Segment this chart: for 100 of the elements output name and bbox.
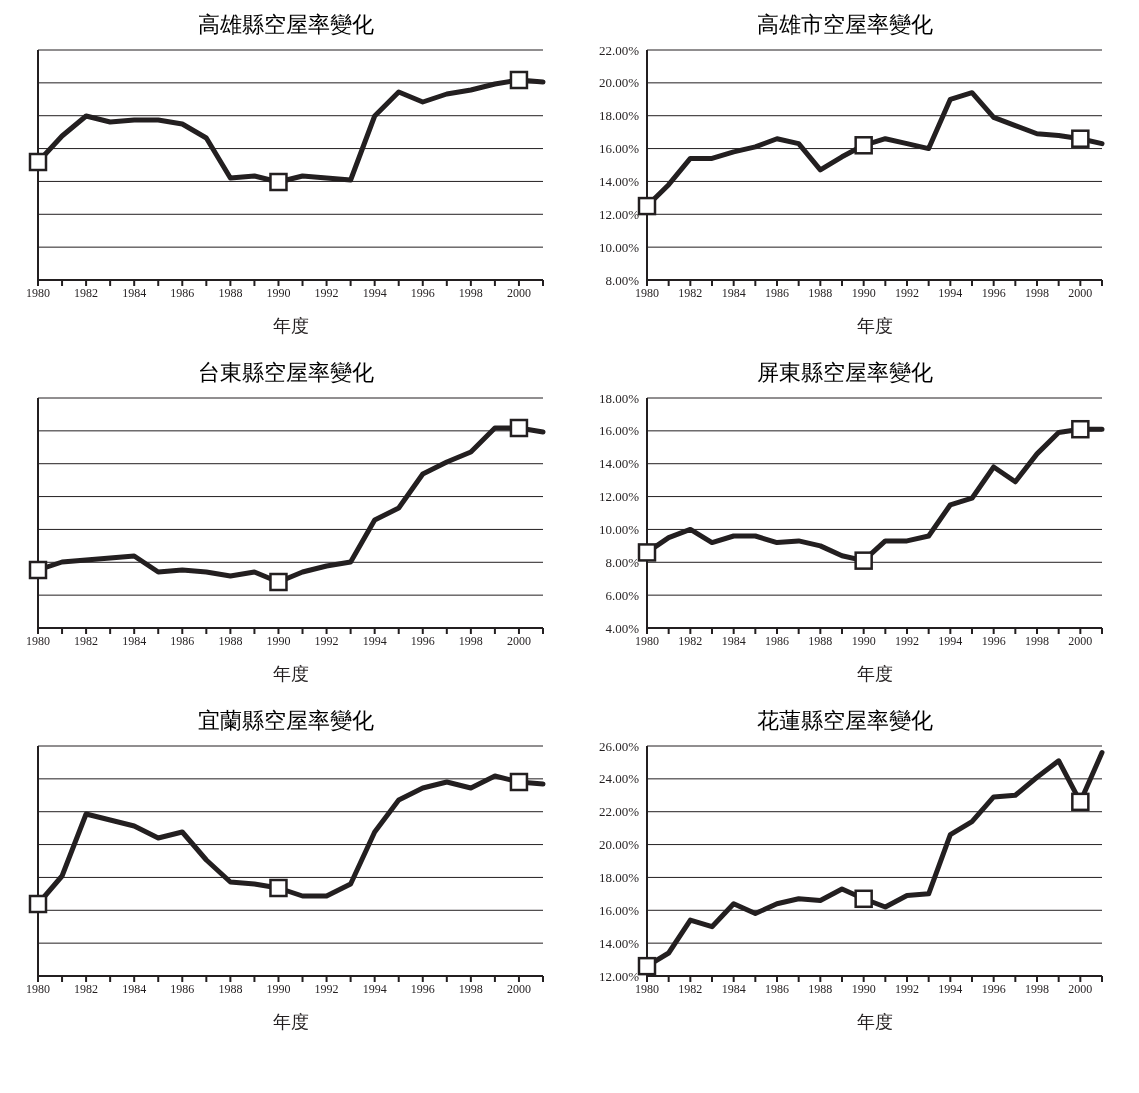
x-axis-title: 年度 bbox=[856, 316, 893, 336]
x-axis-title: 年度 bbox=[856, 1012, 893, 1032]
x-axis-title: 年度 bbox=[272, 664, 309, 684]
x-tick-label: 1986 bbox=[170, 981, 195, 996]
x-tick-label: 1984 bbox=[721, 633, 746, 648]
y-tick-label: 12.00% bbox=[598, 489, 640, 505]
x-tick-label: 1990 bbox=[851, 633, 876, 648]
y-tick-label: 16.00% bbox=[598, 902, 640, 918]
x-axis-title: 年度 bbox=[856, 664, 893, 684]
y-tick-label: 8.00% bbox=[605, 554, 640, 570]
x-tick-label: 1980 bbox=[635, 633, 659, 648]
x-tick-label: 1994 bbox=[938, 285, 963, 300]
x-tick-label: 2000 bbox=[506, 633, 531, 648]
y-tick-label: 10.00% bbox=[598, 239, 640, 255]
x-tick-label: 1994 bbox=[938, 633, 963, 648]
x-tick-label: 1996 bbox=[410, 981, 435, 996]
x-tick-label: 1998 bbox=[458, 981, 483, 996]
x-tick-label: 1984 bbox=[122, 633, 147, 648]
point bbox=[637, 956, 657, 976]
y-tick-label: 18.00% bbox=[598, 390, 640, 406]
x-tick-label: 1980 bbox=[26, 633, 50, 648]
x-tick-label: 1998 bbox=[1025, 285, 1049, 300]
x-tick-label: 1994 bbox=[362, 981, 387, 996]
y-tick-label: 18.00% bbox=[598, 870, 640, 886]
chart-title: 花蓮縣空屋率變化 bbox=[755, 707, 934, 735]
x-tick-label: 1986 bbox=[170, 633, 195, 648]
x-tick-label: 1988 bbox=[808, 633, 833, 648]
x-tick-label: 1984 bbox=[721, 285, 746, 300]
x-tick-label: 1980 bbox=[635, 981, 659, 996]
x-tick-label: 1990 bbox=[851, 285, 876, 300]
x-tick-label: 1998 bbox=[1025, 981, 1049, 996]
x-tick-label: 1986 bbox=[765, 981, 789, 996]
chart-title: 屏東縣空屋率變化 bbox=[755, 359, 934, 387]
x-tick-label: 2000 bbox=[506, 285, 531, 300]
x-tick-label: 1988 bbox=[218, 285, 243, 300]
x-tick-label: 1980 bbox=[26, 285, 50, 300]
y-tick-label: 26.00% bbox=[598, 738, 640, 754]
point bbox=[1071, 792, 1090, 812]
point bbox=[1071, 129, 1090, 148]
x-tick-label: 1980 bbox=[26, 981, 50, 996]
x-tick-label: 1996 bbox=[410, 285, 435, 300]
y-tick-label: 12.00% bbox=[598, 968, 640, 984]
y-tick-label: 14.00% bbox=[598, 456, 640, 472]
x-tick-label: 1982 bbox=[678, 285, 703, 300]
x-tick-label: 2000 bbox=[1068, 285, 1093, 300]
x-tick-label: 1984 bbox=[122, 285, 147, 300]
x-tick-label: 1988 bbox=[808, 285, 833, 300]
y-tick-label: 16.00% bbox=[598, 141, 640, 157]
y-tick-label: 20.00% bbox=[598, 75, 640, 91]
x-tick-label: 1998 bbox=[1025, 633, 1049, 648]
x-tick-label: 1982 bbox=[678, 981, 703, 996]
x-tick-label: 1994 bbox=[362, 633, 387, 648]
chart-title: 高雄縣空屋率變化 bbox=[196, 11, 375, 39]
point bbox=[637, 196, 657, 216]
y-tick-label: 16.00% bbox=[598, 423, 640, 439]
x-tick-label: 1980 bbox=[635, 285, 659, 300]
x-tick-label: 1994 bbox=[362, 285, 387, 300]
point bbox=[854, 136, 873, 155]
y-tick-label: 14.00% bbox=[598, 935, 640, 951]
point bbox=[637, 543, 657, 562]
x-tick-label: 1998 bbox=[458, 285, 483, 300]
x-tick-label: 2000 bbox=[506, 981, 531, 996]
y-tick-label: 6.00% bbox=[605, 587, 640, 603]
y-tick-label: 12.00% bbox=[598, 206, 640, 222]
x-tick-label: 1988 bbox=[808, 981, 833, 996]
x-tick-label: 1990 bbox=[266, 981, 291, 996]
x-tick-label: 1992 bbox=[314, 981, 339, 996]
y-tick-label: 24.00% bbox=[598, 771, 640, 787]
x-tick-label: 2000 bbox=[1068, 633, 1093, 648]
x-tick-label: 1990 bbox=[851, 981, 876, 996]
x-tick-label: 1986 bbox=[765, 633, 789, 648]
x-tick-label: 1996 bbox=[981, 981, 1006, 996]
x-tick-label: 1984 bbox=[122, 981, 147, 996]
x-tick-label: 1982 bbox=[678, 633, 703, 648]
x-tick-label: 1996 bbox=[981, 633, 1006, 648]
y-tick-label: 8.00% bbox=[605, 272, 640, 288]
x-tick-label: 1990 bbox=[266, 633, 291, 648]
x-tick-label: 1988 bbox=[218, 981, 243, 996]
x-tick-label: 2000 bbox=[1068, 981, 1093, 996]
y-tick-label: 22.00% bbox=[598, 42, 640, 58]
x-tick-label: 1986 bbox=[765, 285, 789, 300]
y-tick-label: 18.00% bbox=[598, 108, 640, 124]
x-tick-label: 1996 bbox=[410, 633, 435, 648]
point bbox=[854, 551, 873, 570]
y-tick-label: 10.00% bbox=[598, 522, 640, 538]
x-tick-label: 1988 bbox=[218, 633, 243, 648]
x-tick-label: 1986 bbox=[170, 285, 195, 300]
x-tick-label: 1982 bbox=[74, 285, 99, 300]
x-axis-title: 年度 bbox=[272, 1012, 309, 1032]
point bbox=[1071, 419, 1090, 439]
x-tick-label: 1992 bbox=[895, 285, 919, 300]
x-axis-title: 年度 bbox=[272, 316, 309, 336]
x-tick-label: 1994 bbox=[938, 981, 963, 996]
chart-title: 宜蘭縣空屋率變化 bbox=[196, 707, 375, 735]
x-tick-label: 1982 bbox=[74, 633, 99, 648]
x-tick-label: 1984 bbox=[721, 981, 746, 996]
y-tick-label: 4.00% bbox=[605, 620, 640, 636]
x-tick-label: 1992 bbox=[314, 285, 339, 300]
x-tick-label: 1992 bbox=[895, 633, 919, 648]
x-tick-label: 1990 bbox=[266, 285, 291, 300]
